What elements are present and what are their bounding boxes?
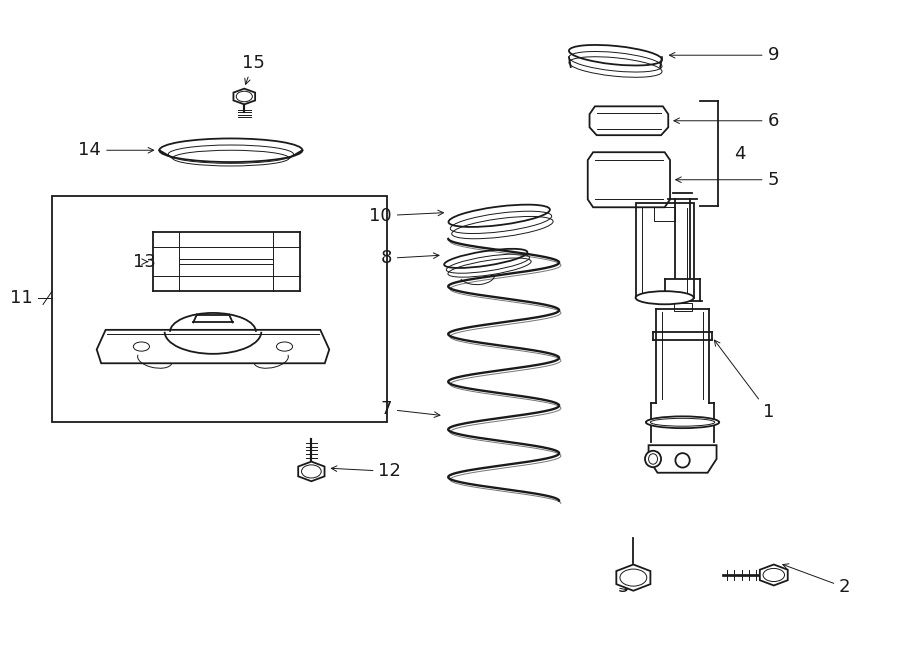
Text: 10: 10 bbox=[369, 207, 444, 225]
Text: 9: 9 bbox=[670, 46, 779, 64]
Text: 13: 13 bbox=[133, 253, 156, 270]
Ellipse shape bbox=[133, 342, 149, 351]
Polygon shape bbox=[298, 461, 325, 481]
Polygon shape bbox=[233, 89, 255, 104]
Bar bbox=[52, 196, 387, 422]
Polygon shape bbox=[760, 564, 788, 586]
Text: 11: 11 bbox=[10, 289, 32, 307]
Text: 14: 14 bbox=[78, 141, 154, 159]
Ellipse shape bbox=[645, 451, 662, 467]
Ellipse shape bbox=[635, 292, 694, 304]
Text: 15: 15 bbox=[242, 54, 265, 85]
Text: 8: 8 bbox=[381, 249, 439, 268]
Ellipse shape bbox=[675, 453, 689, 467]
Polygon shape bbox=[616, 564, 651, 591]
Text: 12: 12 bbox=[331, 463, 401, 481]
Bar bbox=[654, 207, 675, 221]
Text: 1: 1 bbox=[715, 340, 774, 422]
Text: 4: 4 bbox=[734, 145, 746, 163]
Text: 6: 6 bbox=[674, 112, 778, 130]
Text: 2: 2 bbox=[783, 564, 850, 596]
Bar bbox=[673, 303, 691, 311]
Ellipse shape bbox=[276, 342, 292, 351]
Bar bbox=[635, 203, 694, 297]
Ellipse shape bbox=[646, 416, 719, 428]
Text: 7: 7 bbox=[381, 400, 440, 418]
Text: 3: 3 bbox=[617, 578, 629, 596]
Text: 5: 5 bbox=[676, 171, 779, 189]
